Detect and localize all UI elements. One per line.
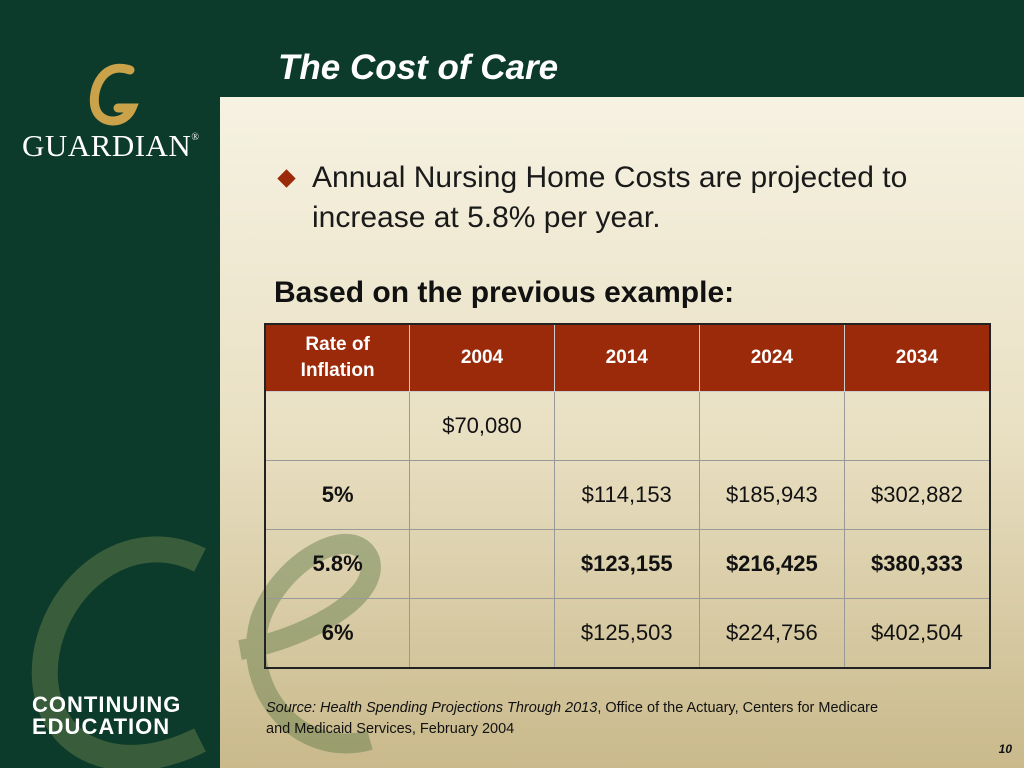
header-cell: Rate of Inflation (264, 323, 411, 392)
logo-mark: ® (191, 132, 200, 143)
source-title: Source: Health Spending Projections Thro… (266, 700, 598, 716)
table-cell: $123,155 (553, 529, 700, 599)
subheading: Based on the previous example: (274, 276, 735, 309)
table-cell (698, 391, 845, 461)
table-cell (409, 460, 555, 530)
table-body: $70,080 5% $114,153 $185,943 $302,882 5.8% $12… (264, 391, 991, 669)
table-cell (409, 598, 555, 669)
table-cell: $402,504 (843, 598, 991, 669)
table-cell (264, 391, 411, 461)
table-cell: 5.8% (264, 529, 411, 599)
g-icon (89, 63, 139, 126)
bullet-text: Annual Nursing Home Costs are projected … (312, 161, 908, 234)
table-row: $70,080 (264, 391, 991, 461)
source-note: Source: Health Spending Projections Thro… (266, 698, 906, 740)
table-cell: $114,153 (553, 460, 700, 530)
table-cell: $70,080 (409, 391, 555, 461)
cost-table: Rate of Inflation 2004 2014 2024 2034 $7… (264, 323, 991, 669)
table-row: 5.8% $123,155 $216,425 $380,333 (264, 529, 991, 599)
c-letter (31, 536, 206, 768)
header-cell: 2024 (698, 323, 845, 392)
table-cell: $302,882 (843, 460, 991, 530)
table-cell: $125,503 (553, 598, 700, 669)
table-cell: $216,425 (698, 529, 845, 599)
program-line: EDUCATION (32, 714, 171, 739)
table-cell: $380,333 (843, 529, 991, 599)
logo: GUARDIAN® (22, 128, 199, 164)
page-number: 10 (998, 742, 1012, 756)
table-cell (843, 391, 991, 461)
program-line: CONTINUING (32, 692, 182, 717)
header-cell: 2004 (409, 323, 555, 392)
table-cell: 6% (264, 598, 411, 669)
table-cell (409, 529, 555, 599)
title: The Cost of Care (278, 48, 559, 87)
table-cell: $185,943 (698, 460, 845, 530)
header-cell: 2014 (553, 323, 700, 392)
header-cell: 2034 (843, 323, 991, 392)
source-text: , Office of the Actuary, Centers for Med… (266, 700, 879, 737)
logo-text: GUARDIAN (22, 128, 192, 163)
table-row: 6% $125,503 $224,756 $402,504 (264, 598, 991, 669)
table-cell (553, 391, 700, 461)
table-cell: $224,756 (698, 598, 845, 669)
table-cell: 5% (264, 460, 411, 530)
header-row: Rate of Inflation 2004 2014 2024 2034 (264, 323, 991, 392)
table-row: 5% $114,153 $185,943 $302,882 (264, 460, 991, 530)
